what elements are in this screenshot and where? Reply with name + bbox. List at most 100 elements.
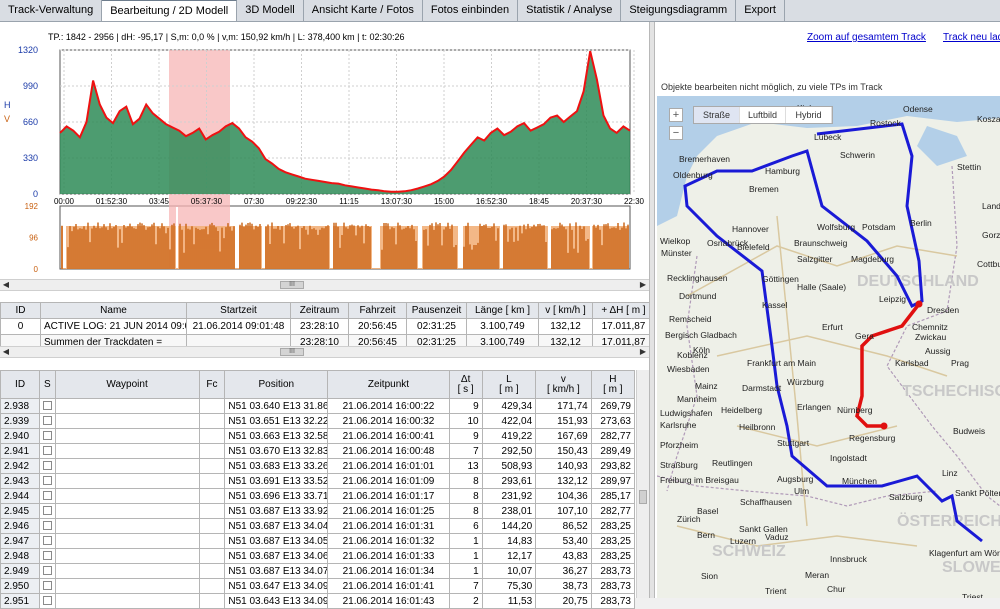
scroll-left-icon[interactable]: ◀: [2, 347, 10, 356]
waypoint-header[interactable]: ID: [0, 370, 41, 399]
summary-header[interactable]: Name: [40, 302, 187, 319]
checkbox-icon[interactable]: [43, 581, 53, 591]
scroll-right-icon[interactable]: ▶: [639, 347, 647, 356]
select-checkbox[interactable]: [39, 578, 56, 594]
chart-hscrollbar[interactable]: ◀ III ▶: [0, 279, 649, 291]
select-checkbox[interactable]: [39, 398, 56, 414]
tab-export[interactable]: Export: [736, 0, 785, 21]
summary-header[interactable]: Fahrzeit: [348, 302, 407, 319]
checkbox-icon[interactable]: [43, 431, 53, 441]
waypoint-row[interactable]: 2.941 N51 03.670 E13 32.833 21.06.2014 16:…: [0, 443, 636, 459]
select-checkbox[interactable]: [39, 548, 56, 564]
summary-header[interactable]: v [ km/h ]: [538, 302, 593, 319]
waypoint-row[interactable]: 2.942 N51 03.683 E13 33.269 21.06.2014 16:…: [0, 458, 636, 474]
checkbox-icon[interactable]: [43, 521, 53, 531]
select-checkbox[interactable]: [39, 473, 56, 489]
summary-header[interactable]: Zeitraum: [290, 302, 349, 319]
track-route[interactable]: [683, 122, 983, 543]
checkbox-icon[interactable]: [43, 551, 53, 561]
select-checkbox[interactable]: [39, 533, 56, 549]
waypoint-row[interactable]: 2.951 N51 03.643 E13 34.098 21.06.2014 16:…: [0, 593, 636, 609]
waypoint-header[interactable]: Zeitpunkt: [327, 370, 450, 399]
checkbox-icon[interactable]: [43, 416, 53, 426]
select-checkbox[interactable]: [39, 593, 56, 609]
waypoint-row[interactable]: 2.938 N51 03.640 E13 31.862 21.06.2014 16:…: [0, 398, 636, 414]
waypoint-header[interactable]: Waypoint: [54, 370, 200, 399]
road-line: [776, 215, 808, 527]
map-type-hybrid[interactable]: Hybrid: [786, 107, 832, 123]
city-label: Bergisch Gladbach: [665, 330, 737, 340]
select-checkbox[interactable]: [39, 458, 56, 474]
summary-header[interactable]: Pausenzeit: [406, 302, 467, 319]
summary-header[interactable]: + ΔH [ m ]: [592, 302, 655, 319]
scroll-right-icon[interactable]: ▶: [639, 280, 647, 289]
summary-header[interactable]: ID: [0, 302, 41, 319]
city-label: Salzburg: [889, 492, 923, 502]
waypoint-header[interactable]: v [ km/h ]: [535, 370, 592, 399]
waypoint-header[interactable]: Fc: [198, 370, 226, 399]
time-tick-label: 01:52:30: [96, 197, 128, 206]
tab-steigungsdiagramm[interactable]: Steigungsdiagramm: [621, 0, 737, 21]
checkbox-icon[interactable]: [43, 461, 53, 471]
select-checkbox[interactable]: [39, 503, 56, 519]
selection-end-marker[interactable]: [880, 422, 888, 430]
waypoint-row[interactable]: 2.944 N51 03.696 E13 33.719 21.06.2014 16:…: [0, 488, 636, 504]
scroll-thumb[interactable]: III: [280, 348, 304, 356]
reload-track-link[interactable]: Track neu lade: [943, 32, 1000, 43]
waypoint-row[interactable]: 2.943 N51 03.691 E13 33.520 21.06.2014 16:…: [0, 473, 636, 489]
selection-start-marker[interactable]: [915, 300, 923, 308]
summary-row[interactable]: 0 ACTIVE LOG: 21 JUN 2014 09:0... 21.06.20…: [0, 318, 690, 335]
route-map[interactable]: DEUTSCHLAND TSCHECHISCH ÖSTERREICH SCHWEIZ S…: [657, 96, 1000, 598]
summary-hscrollbar[interactable]: ◀ III ▶: [0, 346, 649, 358]
select-checkbox[interactable]: [39, 518, 56, 534]
waypoint-cell: 231,92: [481, 488, 537, 504]
waypoint-header[interactable]: H [ m ]: [590, 370, 636, 399]
map-type-satellite[interactable]: Luftbild: [740, 107, 786, 123]
waypoint-vscrollbar[interactable]: [636, 370, 649, 598]
checkbox-icon[interactable]: [43, 476, 53, 486]
checkbox-icon[interactable]: [43, 446, 53, 456]
waypoint-row[interactable]: 2.949 N51 03.687 E13 34.078 21.06.2014 16:…: [0, 563, 636, 579]
waypoint-row[interactable]: 2.947 N51 03.687 E13 34.059 21.06.2014 16:…: [0, 533, 636, 549]
tab-fotos-einbinden[interactable]: Fotos einbinden: [423, 0, 519, 21]
map-type-switch[interactable]: Straße Luftbild Hybrid: [693, 106, 833, 124]
select-checkbox[interactable]: [39, 428, 56, 444]
waypoint-header[interactable]: L [ m ]: [481, 370, 537, 399]
waypoint-row[interactable]: 2.939 N51 03.651 E13 32.223 21.06.2014 16:…: [0, 413, 636, 429]
pane-splitter[interactable]: [649, 22, 655, 598]
waypoint-row[interactable]: 2.940 N51 03.663 E13 32.582 21.06.2014 16:…: [0, 428, 636, 444]
tab-bearbeitung-2d-modell[interactable]: Bearbeitung / 2D Modell: [102, 0, 238, 21]
waypoint-header[interactable]: S: [39, 370, 56, 399]
tab-track-verwaltung[interactable]: Track-Verwaltung: [0, 0, 103, 21]
checkbox-icon[interactable]: [43, 536, 53, 546]
waypoint-row[interactable]: 2.945 N51 03.687 E13 33.922 21.06.2014 16:…: [0, 503, 636, 519]
map-view[interactable]: DEUTSCHLAND TSCHECHISCH ÖSTERREICH SCHWEIZ S…: [657, 96, 1000, 598]
checkbox-icon[interactable]: [43, 506, 53, 516]
select-checkbox[interactable]: [39, 413, 56, 429]
waypoint-row[interactable]: 2.948 N51 03.687 E13 34.069 21.06.2014 16:…: [0, 548, 636, 564]
waypoint-row[interactable]: 2.950 N51 03.647 E13 34.090 21.06.2014 16:…: [0, 578, 636, 594]
tab-statistik-analyse[interactable]: Statistik / Analyse: [518, 0, 622, 21]
summary-header[interactable]: Startzeit: [186, 302, 291, 319]
select-checkbox[interactable]: [39, 488, 56, 504]
map-type-road[interactable]: Straße: [694, 107, 740, 123]
waypoint-row[interactable]: 2.946 N51 03.687 E13 34.046 21.06.2014 16:…: [0, 518, 636, 534]
checkbox-icon[interactable]: [43, 566, 53, 576]
scroll-thumb[interactable]: [639, 490, 647, 504]
zoom-out-button[interactable]: −: [669, 126, 683, 140]
checkbox-icon[interactable]: [43, 401, 53, 411]
zoom-in-button[interactable]: +: [669, 108, 683, 122]
scroll-left-icon[interactable]: ◀: [2, 280, 10, 289]
selected-route-section[interactable]: [855, 302, 921, 428]
zoom-to-track-link[interactable]: Zoom auf gesamtem Track: [807, 32, 926, 43]
select-checkbox[interactable]: [39, 563, 56, 579]
scroll-thumb[interactable]: III: [280, 281, 304, 289]
waypoint-header[interactable]: Δt [ s ]: [448, 370, 483, 399]
select-checkbox[interactable]: [39, 443, 56, 459]
elevation-speed-chart[interactable]: 1320 990 660 330 0 00:00 01:52:30 03:45 05:37:30…: [0, 22, 649, 277]
summary-header[interactable]: Länge [ km ]: [466, 302, 539, 319]
tab-ansicht-karte-fotos[interactable]: Ansicht Karte / Fotos: [304, 0, 423, 21]
checkbox-icon[interactable]: [43, 491, 53, 501]
waypoint-header[interactable]: Position: [224, 370, 329, 399]
tab-3d-modell[interactable]: 3D Modell: [237, 0, 304, 21]
